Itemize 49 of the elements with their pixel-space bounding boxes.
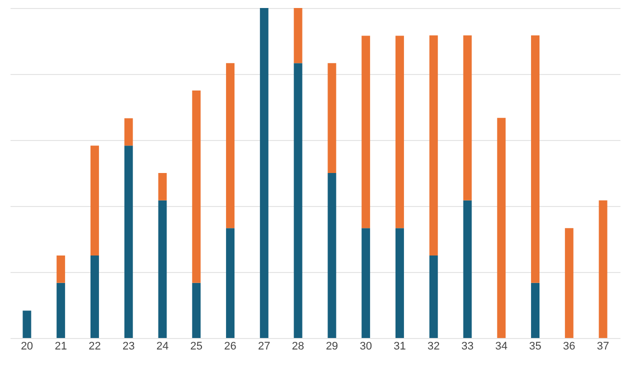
bar <box>158 173 167 200</box>
x-tick-label: 33 <box>461 340 474 352</box>
bar <box>90 256 99 338</box>
x-tick-label: 34 <box>495 340 508 352</box>
x-tick-label: 26 <box>224 340 236 352</box>
x-tick-label: 20 <box>20 340 34 352</box>
bar <box>598 200 608 338</box>
bar <box>497 118 506 338</box>
bar <box>226 63 235 228</box>
x-tick-label: 23 <box>122 340 135 352</box>
x-tick-label: 22 <box>88 340 101 352</box>
bar <box>463 200 472 338</box>
bar <box>362 36 370 228</box>
bar <box>124 146 133 338</box>
bar <box>192 282 201 338</box>
x-tick-label: 31 <box>394 340 406 352</box>
bar <box>124 118 133 146</box>
x-tick-label: 32 <box>427 340 440 352</box>
bar <box>90 146 99 256</box>
bar <box>395 228 404 338</box>
bar <box>531 282 540 338</box>
bar <box>158 200 167 338</box>
bar <box>260 8 268 338</box>
bar <box>294 63 302 338</box>
bar <box>531 35 540 283</box>
bar <box>56 282 66 338</box>
x-tick-label: 36 <box>563 340 576 352</box>
bar <box>22 310 32 338</box>
x-tick-label: 37 <box>596 340 610 352</box>
x-tick-label: 30 <box>360 340 372 352</box>
bar <box>226 228 235 338</box>
bar <box>192 90 201 283</box>
bar <box>564 228 574 338</box>
bar <box>429 256 438 338</box>
bar <box>429 35 438 256</box>
x-tick-label: 25 <box>190 340 203 352</box>
bar <box>56 256 66 283</box>
bar <box>328 173 336 338</box>
x-tick-label: 29 <box>326 340 338 352</box>
bar <box>463 35 472 200</box>
x-tick-label: 24 <box>156 340 169 352</box>
bar <box>294 8 302 64</box>
bar <box>362 228 370 338</box>
bar <box>395 36 404 228</box>
x-tick-label: 21 <box>54 340 67 352</box>
bar <box>328 63 336 173</box>
x-tick-label: 27 <box>258 340 270 352</box>
x-tick-label: 35 <box>529 340 542 352</box>
x-tick-label: 28 <box>292 340 304 352</box>
